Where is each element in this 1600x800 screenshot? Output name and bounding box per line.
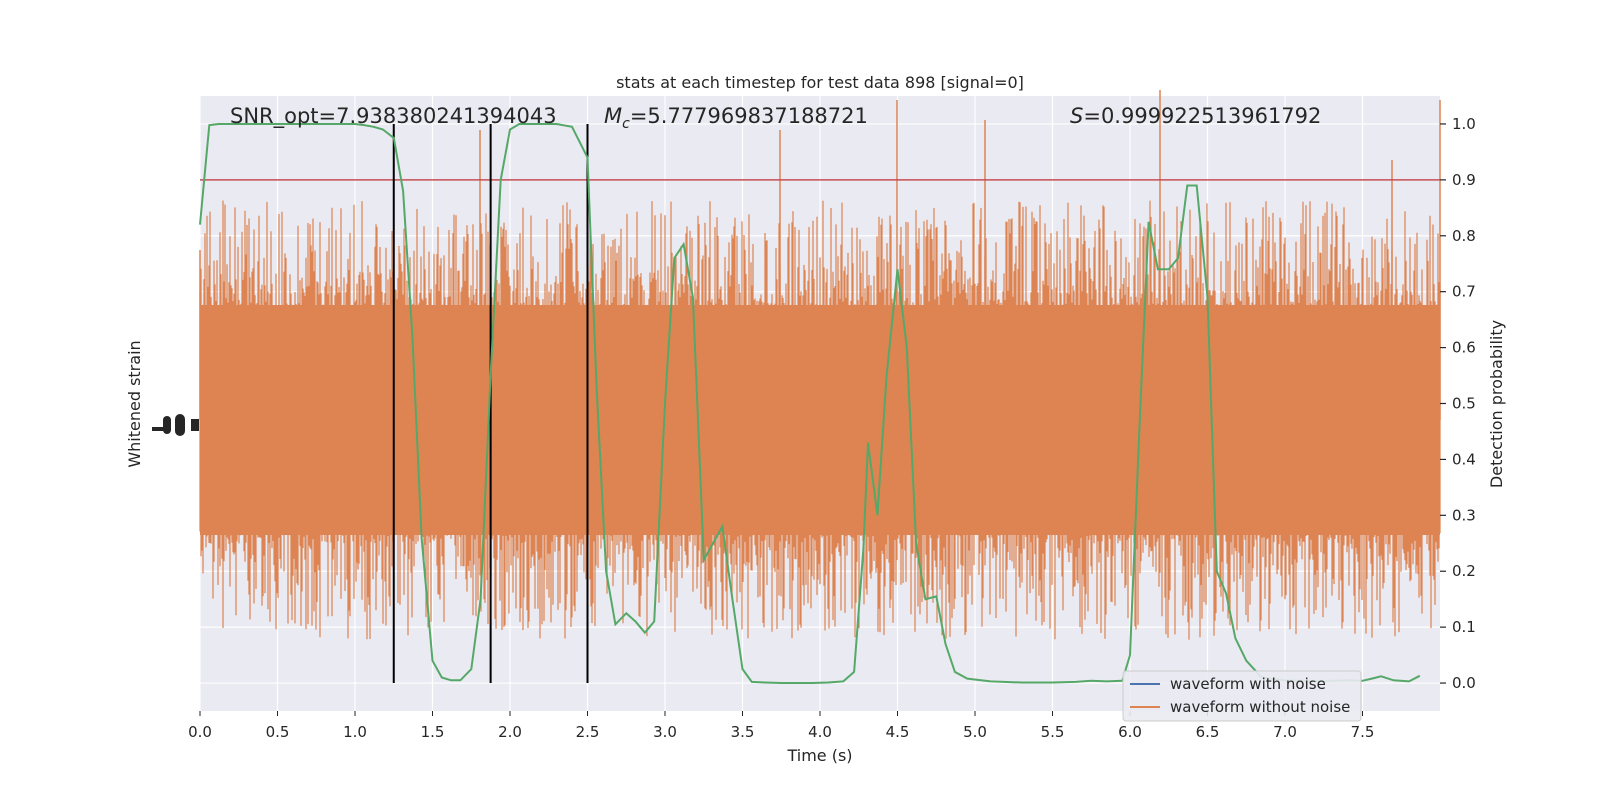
left-tick-blob-a — [152, 427, 170, 431]
annotation-score: S=0.999922513961792 — [1070, 104, 1321, 128]
detection-probability-line — [199, 123, 1421, 684]
annotation-chirp-mass: Mc=5.777969837188721 — [604, 104, 868, 132]
x-tick-label-3: 1.5 — [421, 723, 445, 741]
x-axis-label: Time (s) — [786, 746, 852, 765]
x-tick-label-2: 1.0 — [343, 723, 367, 741]
x-tick-label-6: 3.0 — [653, 723, 677, 741]
legend-box — [1122, 670, 1362, 722]
right-axis-ticks: 0.0 0.1 0.2 0.3 0.4 0.5 0.6 0.7 0.8 0.9 1.0 — [1440, 115, 1476, 692]
y-tick-label-6: 0.6 — [1452, 339, 1476, 357]
y-tick-label-4: 0.4 — [1452, 450, 1476, 468]
legend: waveform with noise waveform without noi… — [1122, 670, 1362, 722]
y-tick-label-3: 0.3 — [1452, 506, 1476, 524]
left-axis-ticks-overlapped — [152, 414, 199, 436]
y-tick-label-10: 1.0 — [1452, 115, 1476, 133]
left-tick-blob-c — [175, 414, 185, 436]
x-tick-label-1: 0.5 — [266, 723, 290, 741]
chart-title: stats at each timestep for test data 898… — [616, 73, 1024, 92]
left-tick-blob-b — [163, 416, 171, 434]
y-tick-label-8: 0.8 — [1452, 227, 1476, 245]
left-tick-blob-d — [191, 419, 199, 431]
x-tick-label-12: 6.0 — [1118, 723, 1142, 741]
annotation-snr: SNR_opt=7.938380241394043 — [230, 104, 557, 129]
x-tick-label-7: 3.5 — [731, 723, 755, 741]
x-tick-label-13: 6.5 — [1196, 723, 1220, 741]
legend-label-with-noise: waveform with noise — [1170, 675, 1326, 693]
right-axis-label: Detection probability — [1487, 320, 1506, 488]
x-tick-label-0: 0.0 — [188, 723, 212, 741]
x-tick-label-5: 2.5 — [576, 723, 600, 741]
x-tick-label-9: 4.5 — [886, 723, 910, 741]
y-tick-label-9: 0.9 — [1452, 171, 1476, 189]
x-tick-label-15: 7.5 — [1351, 723, 1375, 741]
y-tick-label-1: 0.1 — [1452, 618, 1476, 636]
left-axis-label: Whitened strain — [125, 340, 144, 467]
x-tick-label-4: 2.0 — [498, 723, 522, 741]
y-tick-label-7: 0.7 — [1452, 283, 1476, 301]
vertical-markers — [392, 123, 589, 684]
x-tick-label-11: 5.5 — [1041, 723, 1065, 741]
detection-probability-series — [199, 123, 1421, 684]
x-axis-ticks: 0.0 0.5 1.0 1.5 2.0 2.5 3.0 3.5 4.0 4.5 5.0 5.5 6.0 6… — [188, 711, 1374, 741]
x-tick-label-8: 4.0 — [808, 723, 832, 741]
x-tick-label-14: 7.0 — [1273, 723, 1297, 741]
y-tick-label-2: 0.2 — [1452, 562, 1476, 580]
x-tick-label-10: 5.0 — [963, 723, 987, 741]
legend-label-without-noise: waveform without noise — [1170, 698, 1350, 716]
y-tick-label-5: 0.5 — [1452, 395, 1476, 413]
waveform-without-noise-series — [199, 90, 1441, 640]
y-tick-label-0: 0.0 — [1452, 674, 1476, 692]
